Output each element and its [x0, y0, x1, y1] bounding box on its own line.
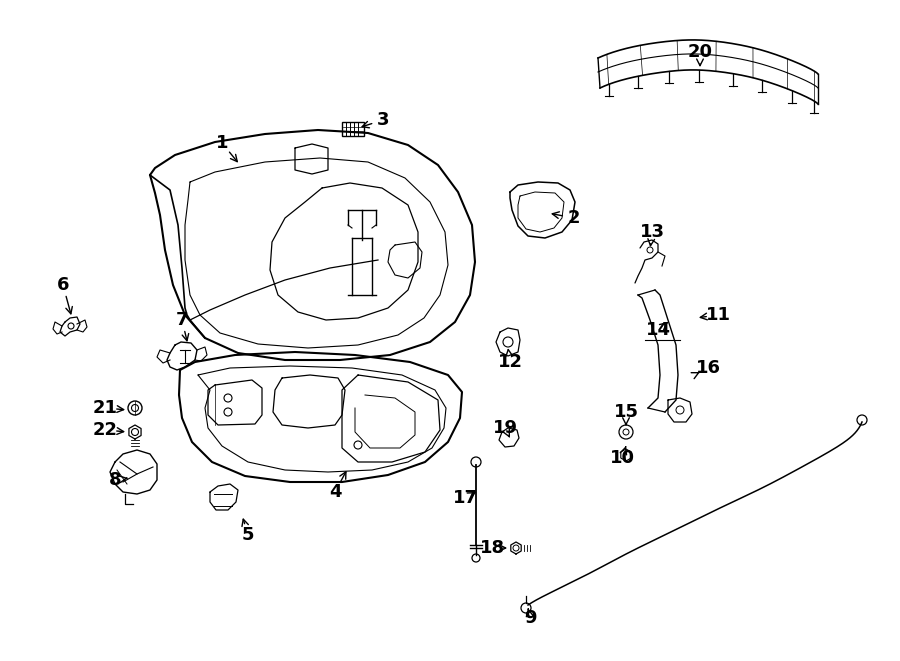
Text: 12: 12 [498, 353, 523, 371]
Text: 10: 10 [609, 449, 634, 467]
Text: 4: 4 [328, 483, 341, 501]
Text: 19: 19 [492, 419, 517, 437]
Text: 3: 3 [377, 111, 389, 129]
Text: 5: 5 [242, 526, 254, 544]
Text: 15: 15 [614, 403, 638, 421]
Text: 16: 16 [696, 359, 721, 377]
Text: 6: 6 [57, 276, 69, 294]
Text: 8: 8 [109, 471, 122, 489]
Text: 22: 22 [93, 421, 118, 439]
Bar [342, 122, 364, 136]
Text: 1: 1 [216, 134, 229, 152]
Text: 20: 20 [688, 43, 713, 61]
Text: 18: 18 [480, 539, 505, 557]
Text: 2: 2 [568, 209, 580, 227]
Text: 21: 21 [93, 399, 118, 417]
Text: 7: 7 [176, 311, 188, 329]
Text: 11: 11 [706, 306, 731, 324]
Text: 17: 17 [453, 489, 478, 507]
Text: 13: 13 [640, 223, 664, 241]
Text: 14: 14 [645, 321, 670, 339]
Text: 9: 9 [524, 609, 536, 627]
